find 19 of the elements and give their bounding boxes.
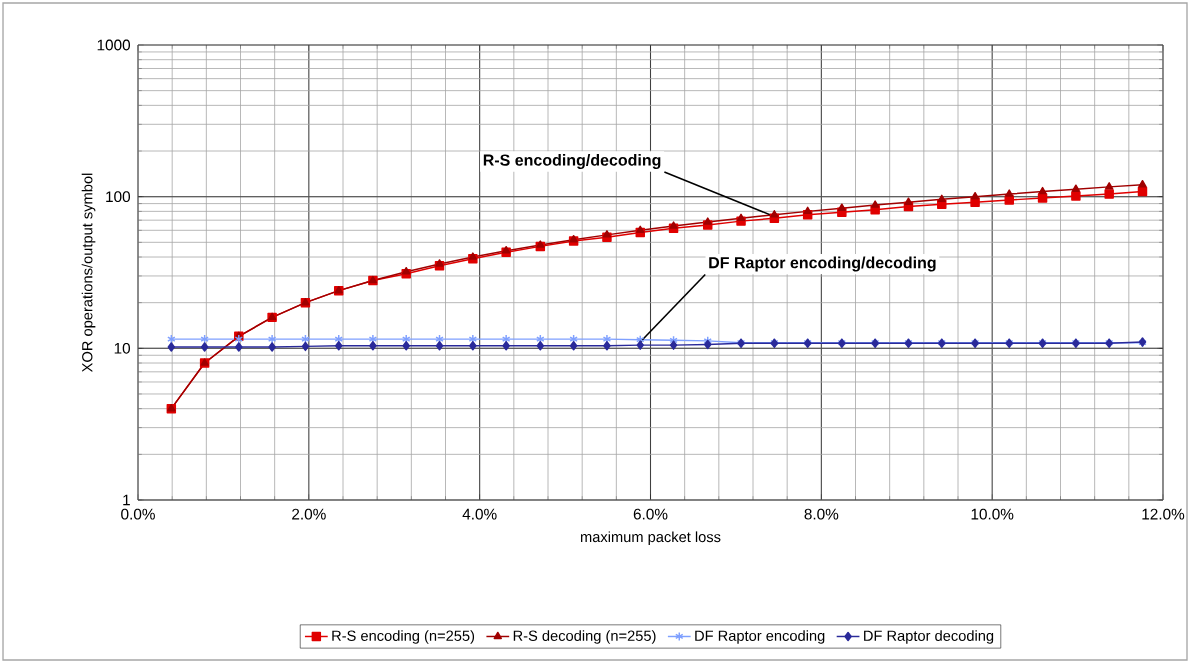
x-axis-title: maximum packet loss xyxy=(580,531,721,546)
y-tick-label: 100 xyxy=(106,191,131,203)
annotation: DF Raptor encoding/decoding xyxy=(709,256,936,272)
x-tick-label: 12.0% xyxy=(1142,508,1185,520)
x-tick-label: 4.0% xyxy=(462,508,497,520)
x-tick-label: 10.0% xyxy=(971,508,1014,520)
legend-label: DF Raptor decoding xyxy=(864,630,994,644)
y-tick-label: 1 xyxy=(123,494,130,506)
y-tick-label: 10 xyxy=(114,342,131,354)
x-tick-label: 6.0% xyxy=(633,508,668,520)
x-tick-label: 0.0% xyxy=(121,508,155,520)
x-tick-label: 2.0% xyxy=(292,508,326,520)
legend-label: DF Raptor encoding xyxy=(695,630,825,644)
annotation: R-S encoding/decoding xyxy=(483,154,661,169)
x-tick-label: 8.0% xyxy=(804,508,839,520)
legend-label: R-S encoding (n=255) xyxy=(332,630,475,644)
legend-label: R-S decoding (n=255) xyxy=(513,630,656,644)
y-axis-title: XOR operations/output symbol xyxy=(81,173,96,373)
y-tick-label: 1000 xyxy=(97,39,131,51)
